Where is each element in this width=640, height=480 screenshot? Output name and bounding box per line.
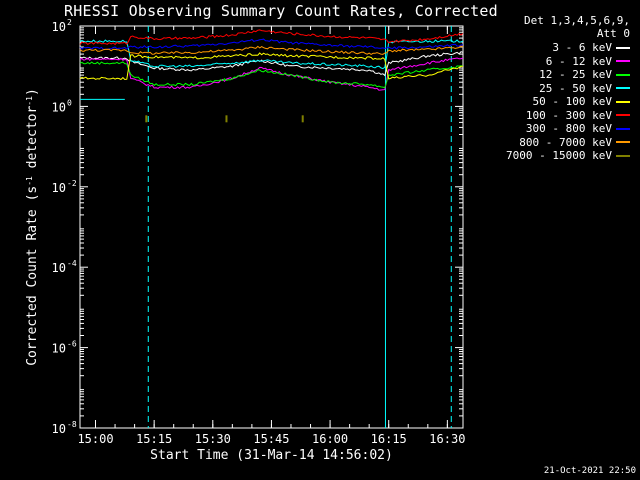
series-line — [79, 45, 464, 55]
legend-entry: 25 - 50 keV — [539, 82, 630, 95]
series-line — [79, 51, 464, 77]
legend-swatch — [616, 73, 630, 76]
date-stamp: 21-Oct-2021 22:50 — [543, 466, 636, 476]
x-tick-label: 16:15 — [371, 432, 407, 446]
y-tick-label: 10 — [52, 261, 66, 275]
legend-swatch — [616, 127, 630, 130]
legend-entry: 100 - 300 keV — [526, 109, 630, 122]
legend-label: 50 - 100 keV — [532, 95, 612, 108]
y-tick-label: 10 — [52, 181, 66, 195]
legend-entry: 300 - 800 keV — [526, 122, 630, 135]
legend-label: 12 - 25 keV — [539, 68, 612, 81]
legend-label: 7000 - 15000 keV — [506, 149, 612, 162]
chart-title: RHESSI Observing Summary Count Rates, Co… — [64, 2, 498, 20]
legend-swatch — [616, 154, 630, 157]
x-tick-label: 15:30 — [195, 432, 231, 446]
y-tick-label: 10 — [52, 100, 66, 114]
legend-attenuator: Att 0 — [596, 27, 630, 40]
legend-header: Det 1,3,4,5,6,9, — [524, 14, 630, 27]
legend-swatch — [616, 114, 630, 116]
legend-swatch — [616, 100, 630, 103]
y-tick-label: 10 — [52, 342, 66, 356]
legend-label: 100 - 300 keV — [525, 108, 612, 122]
series-line — [79, 38, 464, 50]
series-line — [79, 61, 464, 89]
series-line — [79, 57, 464, 91]
legend-swatch — [616, 46, 630, 49]
y-tick-label: 10 — [52, 20, 66, 34]
x-tick-label: 15:15 — [136, 432, 172, 446]
y-tick-exponent: -2 — [67, 179, 77, 188]
legend-swatch — [616, 141, 630, 143]
legend-entry: 800 - 7000 keV — [519, 136, 630, 149]
y-tick-exponent: -4 — [67, 259, 77, 268]
legend-label: 25 - 50 keV — [539, 81, 612, 95]
y-tick-label: 10 — [52, 422, 66, 436]
series-line — [79, 52, 464, 81]
legend-label: 3 - 6 keV — [552, 41, 612, 54]
series-line — [79, 39, 464, 70]
y-tick-exponent: -8 — [67, 420, 77, 429]
x-axis-label: Start Time (31-Mar-14 14:56:02) — [150, 448, 393, 463]
y-tick-exponent: 0 — [67, 98, 72, 107]
plot-frame — [79, 25, 464, 429]
y-tick-exponent: 2 — [67, 18, 72, 27]
y-axis-label: Corrected Count Rate (s-1 detector-1) — [25, 88, 41, 366]
x-tick-label: 15:45 — [253, 432, 289, 446]
x-tick-label: 16:30 — [429, 432, 465, 446]
legend-entry: 7000 - 15000 keV — [506, 149, 630, 162]
legend-swatch — [616, 60, 630, 62]
legend-entry: 6 - 12 keV — [546, 55, 630, 68]
x-tick-label: 16:00 — [312, 432, 348, 446]
legend-label: 6 - 12 keV — [545, 54, 612, 68]
y-tick-exponent: -6 — [67, 340, 77, 349]
legend-label: 300 - 800 keV — [525, 122, 612, 135]
legend-entry: 12 - 25 keV — [539, 68, 630, 81]
legend-entry: 3 - 6 keV — [552, 41, 630, 54]
x-tick-label: 15:00 — [77, 432, 113, 446]
legend-label: 800 - 7000 keV — [519, 135, 612, 149]
legend-entry: 50 - 100 keV — [533, 95, 630, 108]
legend-swatch — [616, 87, 630, 89]
series-line — [79, 29, 464, 46]
